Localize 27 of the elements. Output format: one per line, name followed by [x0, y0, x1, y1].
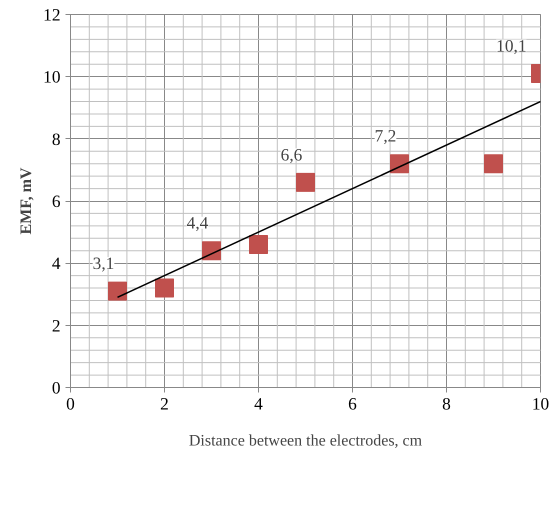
y-tick-label: 8: [52, 130, 61, 149]
x-tick-label: 6: [348, 394, 358, 414]
y-tick-label: 6: [52, 192, 61, 211]
data-label: 3,1: [92, 254, 114, 274]
data-label: 6,6: [280, 145, 303, 164]
point: [296, 172, 315, 192]
y-tick-label: 0: [52, 378, 61, 398]
x-tick-label: 8: [442, 394, 451, 414]
x-tick-label: 2: [160, 394, 169, 414]
point: [108, 282, 127, 301]
x-tick-label: 0: [66, 394, 75, 414]
data-label: 10,1: [496, 36, 527, 56]
y-tick-label: 4: [52, 254, 61, 274]
y-tick-label: 10: [43, 68, 60, 87]
point: [484, 154, 503, 174]
x-tick-label: 10: [532, 394, 550, 414]
point: [249, 235, 268, 254]
point: [155, 278, 174, 298]
data-label: 7,2: [374, 126, 396, 146]
y-tick-label: 12: [43, 6, 60, 24]
y-axis-title: EMF, mV: [18, 167, 36, 234]
x-axis-title: Distance between the electrodes, cm: [188, 432, 423, 450]
data-label: 4,4: [186, 214, 209, 233]
x-tick-label: 4: [254, 394, 264, 414]
point: [202, 241, 221, 260]
y-tick-label: 2: [52, 316, 61, 336]
point: [390, 154, 409, 174]
